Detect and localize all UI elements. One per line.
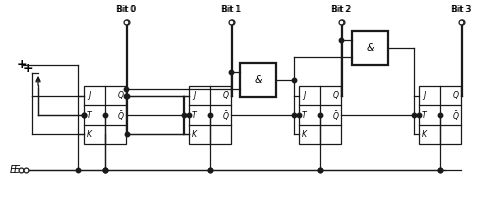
Text: J: J — [424, 91, 426, 100]
Text: E: E — [14, 165, 20, 175]
Text: Bit 2: Bit 2 — [332, 5, 351, 14]
Text: Bit 3: Bit 3 — [452, 5, 472, 14]
Bar — [189, 86, 231, 144]
Text: &: & — [254, 75, 262, 85]
Bar — [299, 86, 341, 144]
Text: Bit 0: Bit 0 — [118, 5, 137, 14]
Text: &: & — [366, 43, 374, 53]
Bar — [352, 31, 388, 65]
Bar — [240, 63, 276, 97]
Text: J: J — [194, 91, 196, 100]
Text: $\bar{Q}$: $\bar{Q}$ — [222, 109, 230, 123]
Text: J: J — [304, 91, 306, 100]
Text: T: T — [422, 111, 427, 120]
Text: Q: Q — [222, 91, 228, 100]
Text: +: + — [22, 61, 34, 74]
Text: K: K — [422, 130, 427, 139]
Bar — [84, 86, 126, 144]
Text: Bit 0: Bit 0 — [116, 5, 136, 14]
Text: T: T — [87, 111, 92, 120]
Text: K: K — [302, 130, 307, 139]
Text: Q: Q — [332, 91, 338, 100]
Text: T: T — [302, 111, 307, 120]
Text: Q: Q — [452, 91, 458, 100]
Text: Bit 1: Bit 1 — [222, 5, 242, 14]
Text: K: K — [192, 130, 197, 139]
Text: Bit 2: Bit 2 — [332, 5, 350, 14]
Text: K: K — [87, 130, 92, 139]
Text: Bit 3: Bit 3 — [451, 5, 471, 14]
Text: $\bar{Q}$: $\bar{Q}$ — [116, 109, 124, 123]
Text: T: T — [192, 111, 197, 120]
Text: E: E — [10, 165, 16, 175]
Text: J: J — [88, 91, 90, 100]
Text: $\bar{Q}$: $\bar{Q}$ — [452, 109, 460, 123]
Text: +: + — [16, 59, 28, 72]
Text: Bit 1: Bit 1 — [222, 5, 240, 14]
Bar — [419, 86, 461, 144]
Text: $\bar{Q}$: $\bar{Q}$ — [332, 109, 340, 123]
Text: Q: Q — [118, 91, 124, 100]
